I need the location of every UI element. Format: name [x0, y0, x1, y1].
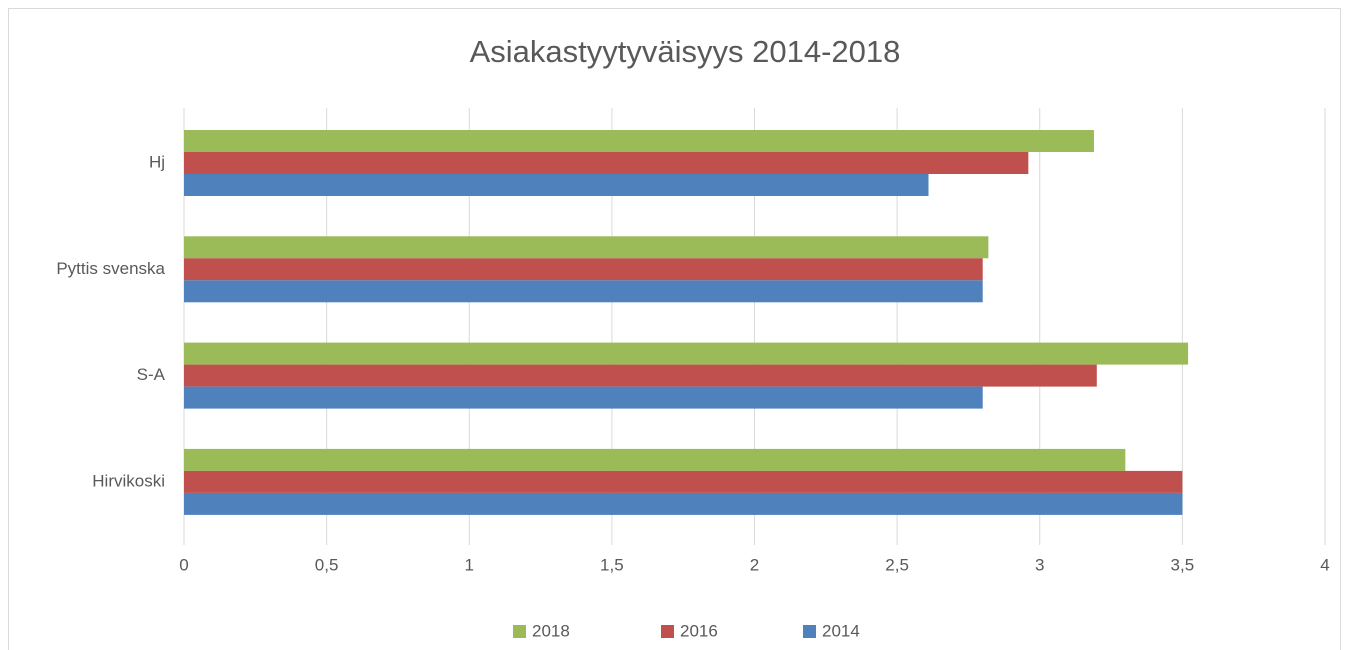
x-tick-label: 4 [1320, 555, 1329, 574]
chart-title: Asiakastyytyväisyys 2014-2018 [470, 34, 901, 69]
x-tick-label: 3,5 [1171, 555, 1195, 574]
legend-swatch [661, 625, 674, 638]
bar [184, 152, 1029, 174]
x-tick-label: 2,5 [885, 555, 909, 574]
x-tick-label: 0,5 [315, 555, 339, 574]
x-tick-label: 0 [179, 555, 188, 574]
y-tick-label: S-A [137, 365, 166, 384]
bar [184, 174, 929, 196]
x-tick-label: 1,5 [600, 555, 624, 574]
bar [184, 236, 989, 259]
bar [184, 342, 1189, 365]
y-tick-label: Hj [149, 152, 165, 171]
x-tick-label: 1 [465, 555, 474, 574]
bar [184, 364, 1097, 387]
bar [184, 448, 1126, 471]
legend-swatch [513, 625, 526, 638]
y-tick-label: Pyttis svenska [56, 259, 165, 278]
x-tick-label: 3 [1035, 555, 1044, 574]
legend-label: 2014 [822, 621, 860, 640]
bar [184, 280, 983, 303]
bar [184, 130, 1094, 152]
chart-border [8, 8, 1341, 650]
bar [184, 386, 983, 409]
legend-label: 2018 [532, 621, 570, 640]
legend-swatch [803, 625, 816, 638]
x-tick-label: 2 [750, 555, 759, 574]
legend-label: 2016 [680, 621, 718, 640]
bar [184, 258, 983, 281]
bar [184, 470, 1183, 493]
bar [184, 492, 1183, 515]
y-tick-label: Hirvikoski [92, 471, 165, 490]
